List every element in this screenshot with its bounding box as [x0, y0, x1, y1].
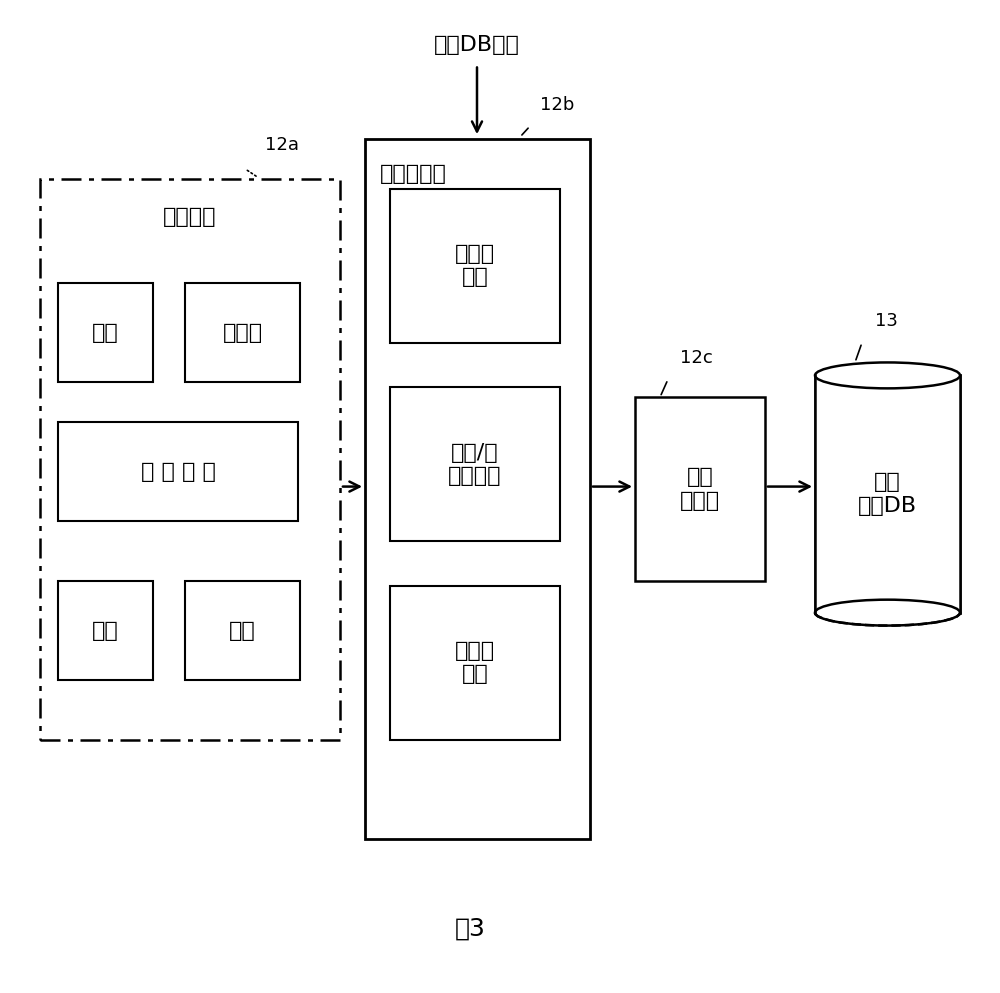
- Bar: [390, 586, 560, 740]
- Text: 夏 夏 夏 夏: 夏 夏 夏 夏: [141, 462, 215, 482]
- Bar: [58, 283, 153, 382]
- Text: 宋体: 宋体: [92, 323, 119, 343]
- Bar: [185, 283, 300, 382]
- Text: 12c: 12c: [680, 350, 713, 367]
- Text: 字符DB输入: 字符DB输入: [434, 35, 520, 55]
- Text: 微细化
处理: 微细化 处理: [455, 641, 495, 684]
- Text: 扩大/缩
小化处理: 扩大/缩 小化处理: [448, 443, 502, 486]
- Bar: [58, 422, 298, 521]
- Ellipse shape: [815, 600, 960, 626]
- Text: 变形处理部: 变形处理部: [380, 164, 447, 184]
- Text: 楷体: 楷体: [92, 621, 119, 640]
- Text: 12a: 12a: [265, 136, 299, 154]
- Text: 黑体: 黑体: [229, 621, 256, 640]
- Bar: [390, 387, 560, 541]
- Bar: [635, 397, 765, 581]
- Text: 12b: 12b: [540, 96, 574, 114]
- Bar: [185, 581, 300, 680]
- Text: 模糊化
处理: 模糊化 处理: [455, 244, 495, 287]
- Ellipse shape: [815, 362, 960, 388]
- Bar: [40, 179, 340, 740]
- Bar: [815, 375, 960, 613]
- Text: 字形
样本DB: 字形 样本DB: [858, 473, 917, 515]
- Bar: [390, 189, 560, 343]
- Bar: [58, 581, 153, 680]
- Text: 字形样本: 字形样本: [163, 207, 217, 226]
- Text: 傲宋体: 傲宋体: [222, 323, 263, 343]
- Text: 图3: 图3: [455, 917, 485, 940]
- Text: 字体
基准部: 字体 基准部: [680, 468, 720, 510]
- Bar: [365, 139, 590, 839]
- Text: 13: 13: [875, 312, 898, 330]
